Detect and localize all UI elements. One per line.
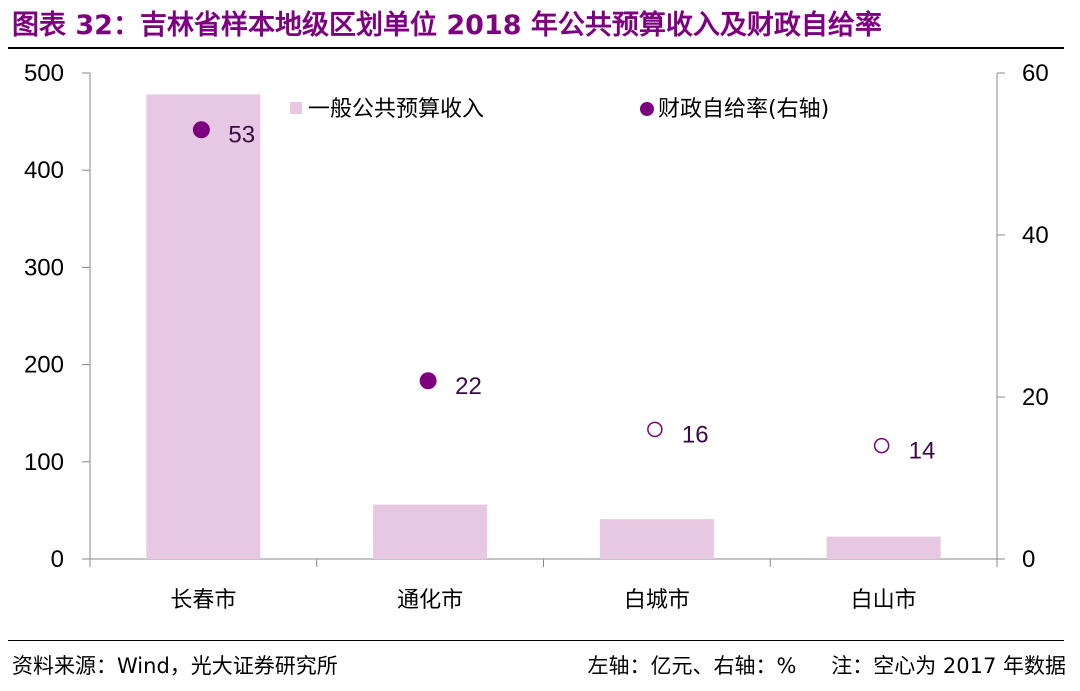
right-tick-label: 0 bbox=[1022, 546, 1035, 573]
right-tick-label: 60 bbox=[1022, 60, 1049, 87]
category-label: 通化市 bbox=[397, 588, 463, 613]
legend-dot-swatch bbox=[640, 102, 654, 116]
rate-data-label: 53 bbox=[228, 122, 255, 149]
left-tick-label: 500 bbox=[24, 60, 64, 87]
category-label: 长春市 bbox=[170, 588, 236, 613]
rate-data-label: 22 bbox=[455, 373, 482, 400]
rate-data-label: 16 bbox=[682, 421, 709, 448]
right-tick-label: 40 bbox=[1022, 222, 1049, 249]
bar-4 bbox=[826, 536, 941, 559]
category-label: 白山市 bbox=[851, 588, 917, 613]
axis-unit-note: 左轴：亿元、右轴：% bbox=[587, 654, 797, 678]
category-label: 白城市 bbox=[624, 588, 690, 613]
rate-point-2 bbox=[419, 372, 437, 390]
left-tick-label: 200 bbox=[24, 352, 64, 379]
legend-dot-label: 财政自给率(右轴) bbox=[658, 97, 829, 122]
bar-1 bbox=[146, 94, 261, 559]
left-tick-label: 400 bbox=[24, 157, 64, 184]
right-tick-label: 20 bbox=[1022, 384, 1049, 411]
legend-bar-swatch bbox=[290, 102, 302, 114]
legend-bar-label: 一般公共预算收入 bbox=[308, 97, 484, 122]
chart-title: 图表 32：吉林省样本地级区划单位 2018 年公共预算收入及财政自给率 bbox=[12, 10, 882, 41]
left-tick-label: 100 bbox=[24, 449, 64, 476]
rate-point-4 bbox=[873, 437, 890, 454]
rate-data-label: 14 bbox=[909, 438, 936, 465]
axis-notes: 左轴：亿元、右轴：% 注：空心为 2017 年数据 bbox=[560, 650, 1066, 680]
left-tick-label: 300 bbox=[24, 254, 64, 281]
rate-point-1 bbox=[192, 121, 210, 139]
bar-3 bbox=[599, 519, 714, 559]
chart-area: 0 100 200 300 400 500 0 20 40 60 长春市 通化市 白城市 白山市 53 22 1… bbox=[24, 60, 1049, 613]
hollow-note: 注：空心为 2017 年数据 bbox=[831, 654, 1066, 678]
left-tick-label: 0 bbox=[51, 546, 64, 573]
rate-point-3 bbox=[647, 421, 663, 438]
footer-divider bbox=[8, 640, 1064, 641]
bar-2 bbox=[373, 504, 488, 559]
title-divider bbox=[8, 47, 1064, 49]
source-note: 资料来源：Wind，光大证券研究所 bbox=[12, 654, 338, 678]
